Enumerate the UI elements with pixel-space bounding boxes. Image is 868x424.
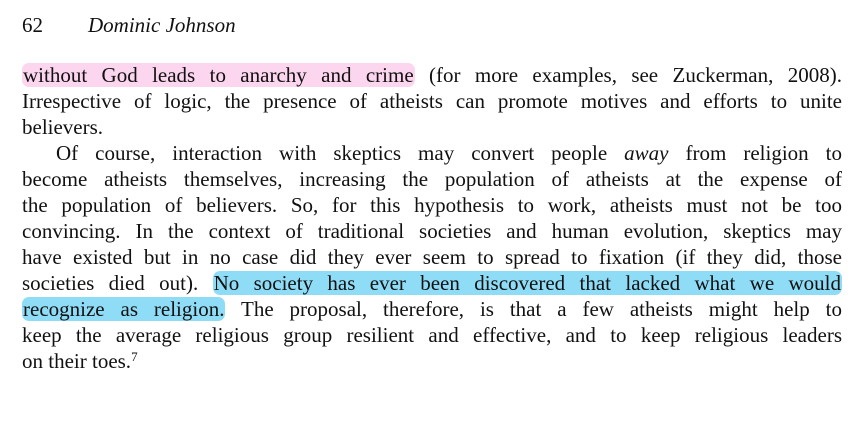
text-line: the population of believers. So, for thi… bbox=[22, 193, 842, 217]
text-line: keep the average religious group resilie… bbox=[22, 323, 842, 347]
blue-highlight[interactable]: recognize as religion. bbox=[22, 297, 226, 321]
paragraph-1: without God leads to anarchy and crime (… bbox=[22, 62, 842, 140]
text-line: believers. bbox=[22, 115, 104, 139]
text-line: recognize as religion. The proposal, the… bbox=[22, 297, 842, 321]
text-line: societies died out). No society has ever… bbox=[22, 271, 842, 295]
pink-highlight[interactable]: without God leads to anarchy and crime bbox=[22, 63, 415, 87]
text-line: convincing. In the context of traditiona… bbox=[22, 219, 842, 243]
text-line: without God leads to anarchy and crime (… bbox=[22, 63, 842, 87]
text-line: on their toes.7 bbox=[22, 349, 138, 373]
text-line: have existed but in no case did they eve… bbox=[22, 245, 842, 269]
text-line: Of course, interaction with skeptics may… bbox=[56, 141, 842, 165]
author-name: Dominic Johnson bbox=[88, 13, 236, 37]
text-line: become atheists themselves, increasing t… bbox=[22, 167, 842, 191]
text-line: Irrespective of logic, the presence of a… bbox=[22, 89, 842, 113]
body-text: without God leads to anarchy and crime (… bbox=[22, 62, 842, 374]
page-number: 62 bbox=[22, 13, 43, 37]
footnote-reference[interactable]: 7 bbox=[131, 349, 138, 364]
emphasis: away bbox=[624, 141, 669, 165]
running-head: 62 Dominic Johnson bbox=[22, 12, 236, 38]
blue-highlight[interactable]: No society has ever been discovered that… bbox=[212, 271, 842, 295]
paragraph-2: Of course, interaction with skeptics may… bbox=[22, 140, 842, 374]
